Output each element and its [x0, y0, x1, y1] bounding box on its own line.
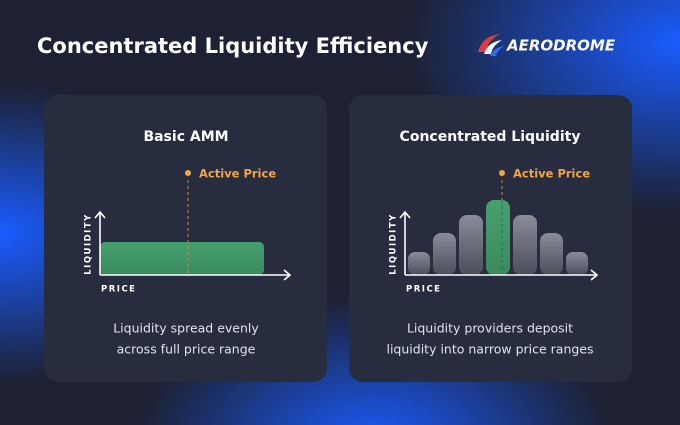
bar [408, 252, 430, 275]
logo: AERODROME [478, 34, 616, 56]
caption: across full price range [117, 342, 256, 357]
bars [408, 200, 588, 275]
panel-title: Basic AMM [143, 129, 228, 145]
panel [44, 95, 327, 382]
bar [513, 215, 537, 275]
y-axis-label: LIQUIDITY [389, 213, 399, 275]
caption: liquidity into narrow price ranges [386, 342, 593, 357]
marker-label: Active Price [513, 167, 590, 181]
axes [94, 210, 292, 281]
marker-dot [185, 170, 191, 176]
bar-active [486, 200, 510, 275]
axes [399, 210, 599, 281]
caption: Liquidity spread evenly [113, 321, 259, 336]
x-axis-label: PRICE [406, 285, 441, 295]
y-axis-label: LIQUIDITY [84, 213, 94, 275]
marker-dot [499, 170, 505, 176]
bar [540, 233, 563, 275]
marker-label: Active Price [199, 167, 276, 181]
title: Concentrated Liquidity Efficiency [37, 34, 429, 58]
liquidity-block [100, 242, 264, 275]
bar [566, 252, 588, 275]
x-axis-label: PRICE [101, 285, 136, 295]
bar [433, 233, 456, 275]
caption: Liquidity providers deposit [407, 321, 573, 336]
bar [459, 215, 483, 275]
brand: AERODROME [506, 37, 616, 55]
panel-title: Concentrated Liquidity [400, 129, 581, 145]
